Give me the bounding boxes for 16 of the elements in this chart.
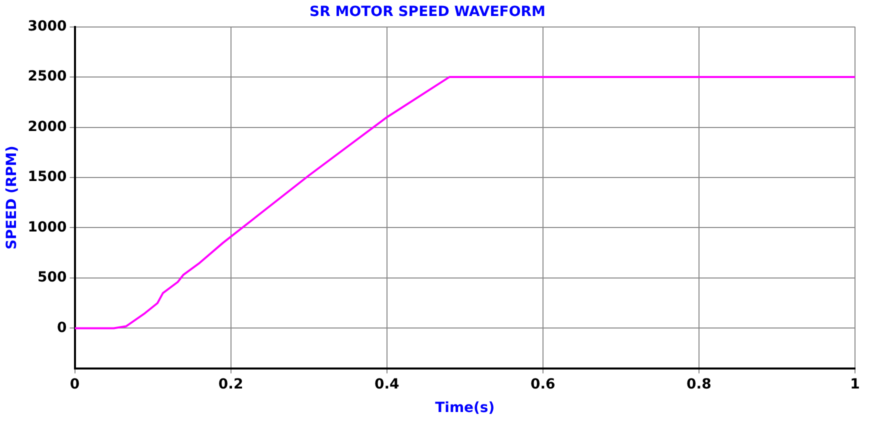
y-tick-label: 0 [57, 320, 68, 336]
y-tick-label: 2000 [28, 118, 68, 135]
y-tick-label: 3000 [28, 18, 68, 34]
y-tick-label: 1500 [28, 169, 68, 186]
x-axis-title: Time(s) [435, 400, 495, 416]
x-tick-label: 1 [850, 376, 860, 392]
y-tick-label: 500 [38, 270, 68, 286]
chart-title: SR MOTOR SPEED WAVEFORM [310, 4, 546, 20]
x-tick-label: 0 [70, 376, 80, 392]
x-tick-label: 0.4 [374, 376, 400, 392]
x-tick-label: 0.8 [686, 376, 712, 392]
y-tick-label: 1000 [28, 219, 68, 236]
x-tick-label: 0.2 [218, 376, 244, 392]
y-axis-title: SPEED (RPM) [4, 146, 20, 250]
x-tick-label: 0.6 [530, 376, 556, 392]
y-tick-label: 2500 [28, 68, 68, 85]
